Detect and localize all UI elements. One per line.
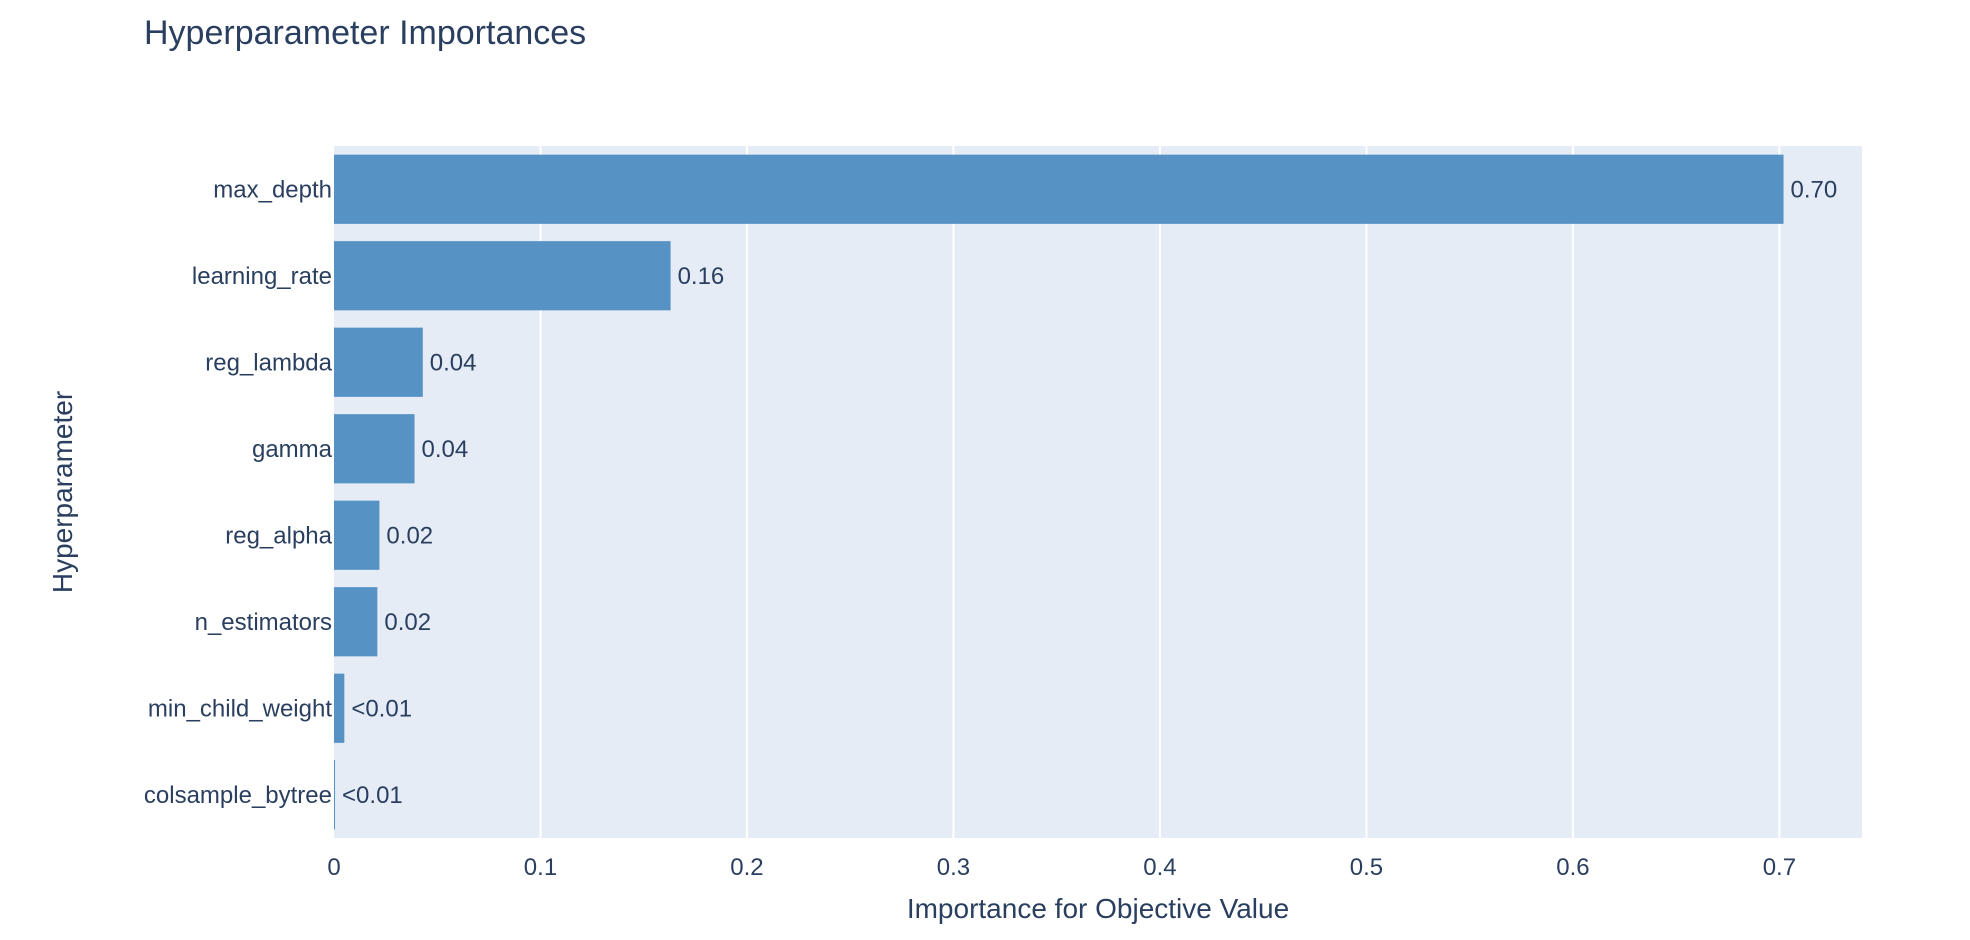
bar-reg-alpha: [334, 500, 380, 570]
bars: [334, 154, 1784, 830]
bar-value-label: 0.70: [1791, 176, 1838, 203]
chart-title: Hyperparameter Importances: [144, 14, 586, 52]
x-tick-label: 0: [327, 854, 340, 881]
y-tick-label: n_estimators: [195, 609, 332, 636]
y-tick-label: max_depth: [213, 176, 332, 203]
bar-value-label: <0.01: [351, 695, 412, 722]
bar-value-label: 0.04: [422, 436, 469, 463]
bar-n-estimators: [334, 587, 378, 657]
bar-min-child-weight: [334, 673, 345, 743]
bar-value-label: 0.16: [678, 263, 725, 290]
x-tick-label: 0.1: [524, 854, 557, 881]
x-tick-label: 0.3: [937, 854, 970, 881]
y-tick-label: min_child_weight: [148, 695, 332, 722]
y-tick-label: reg_alpha: [225, 522, 332, 549]
y-tick-label: learning_rate: [192, 263, 332, 290]
bar-value-label: 0.02: [384, 609, 431, 636]
bar-colsample-bytree: [334, 760, 336, 830]
bar-gamma: [334, 414, 415, 484]
bar-value-label: <0.01: [342, 782, 403, 809]
y-tick-label: reg_lambda: [205, 349, 332, 376]
bar-value-label: 0.04: [430, 349, 477, 376]
bar-value-label: 0.02: [386, 522, 433, 549]
bar-labels: 0.70 0.16 0.04 0.04 0.02 0.02 <0.01 <0.01: [342, 176, 1837, 809]
bar-learning-rate: [334, 241, 671, 311]
x-tick-label: 0.4: [1143, 854, 1176, 881]
bar-reg-lambda: [334, 327, 423, 397]
y-tick-label: colsample_bytree: [144, 782, 332, 809]
x-tick-label: 0.7: [1763, 854, 1796, 881]
bar-max-depth: [334, 154, 1784, 224]
x-axis-ticks: 0 0.1 0.2 0.3 0.4 0.5 0.6 0.7: [327, 854, 1796, 881]
y-tick-label: gamma: [252, 436, 333, 463]
x-axis-title: Importance for Objective Value: [907, 893, 1289, 924]
y-axis-title: Hyperparameter: [47, 391, 78, 593]
x-tick-label: 0.2: [730, 854, 763, 881]
x-tick-label: 0.6: [1556, 854, 1589, 881]
x-tick-label: 0.5: [1350, 854, 1383, 881]
